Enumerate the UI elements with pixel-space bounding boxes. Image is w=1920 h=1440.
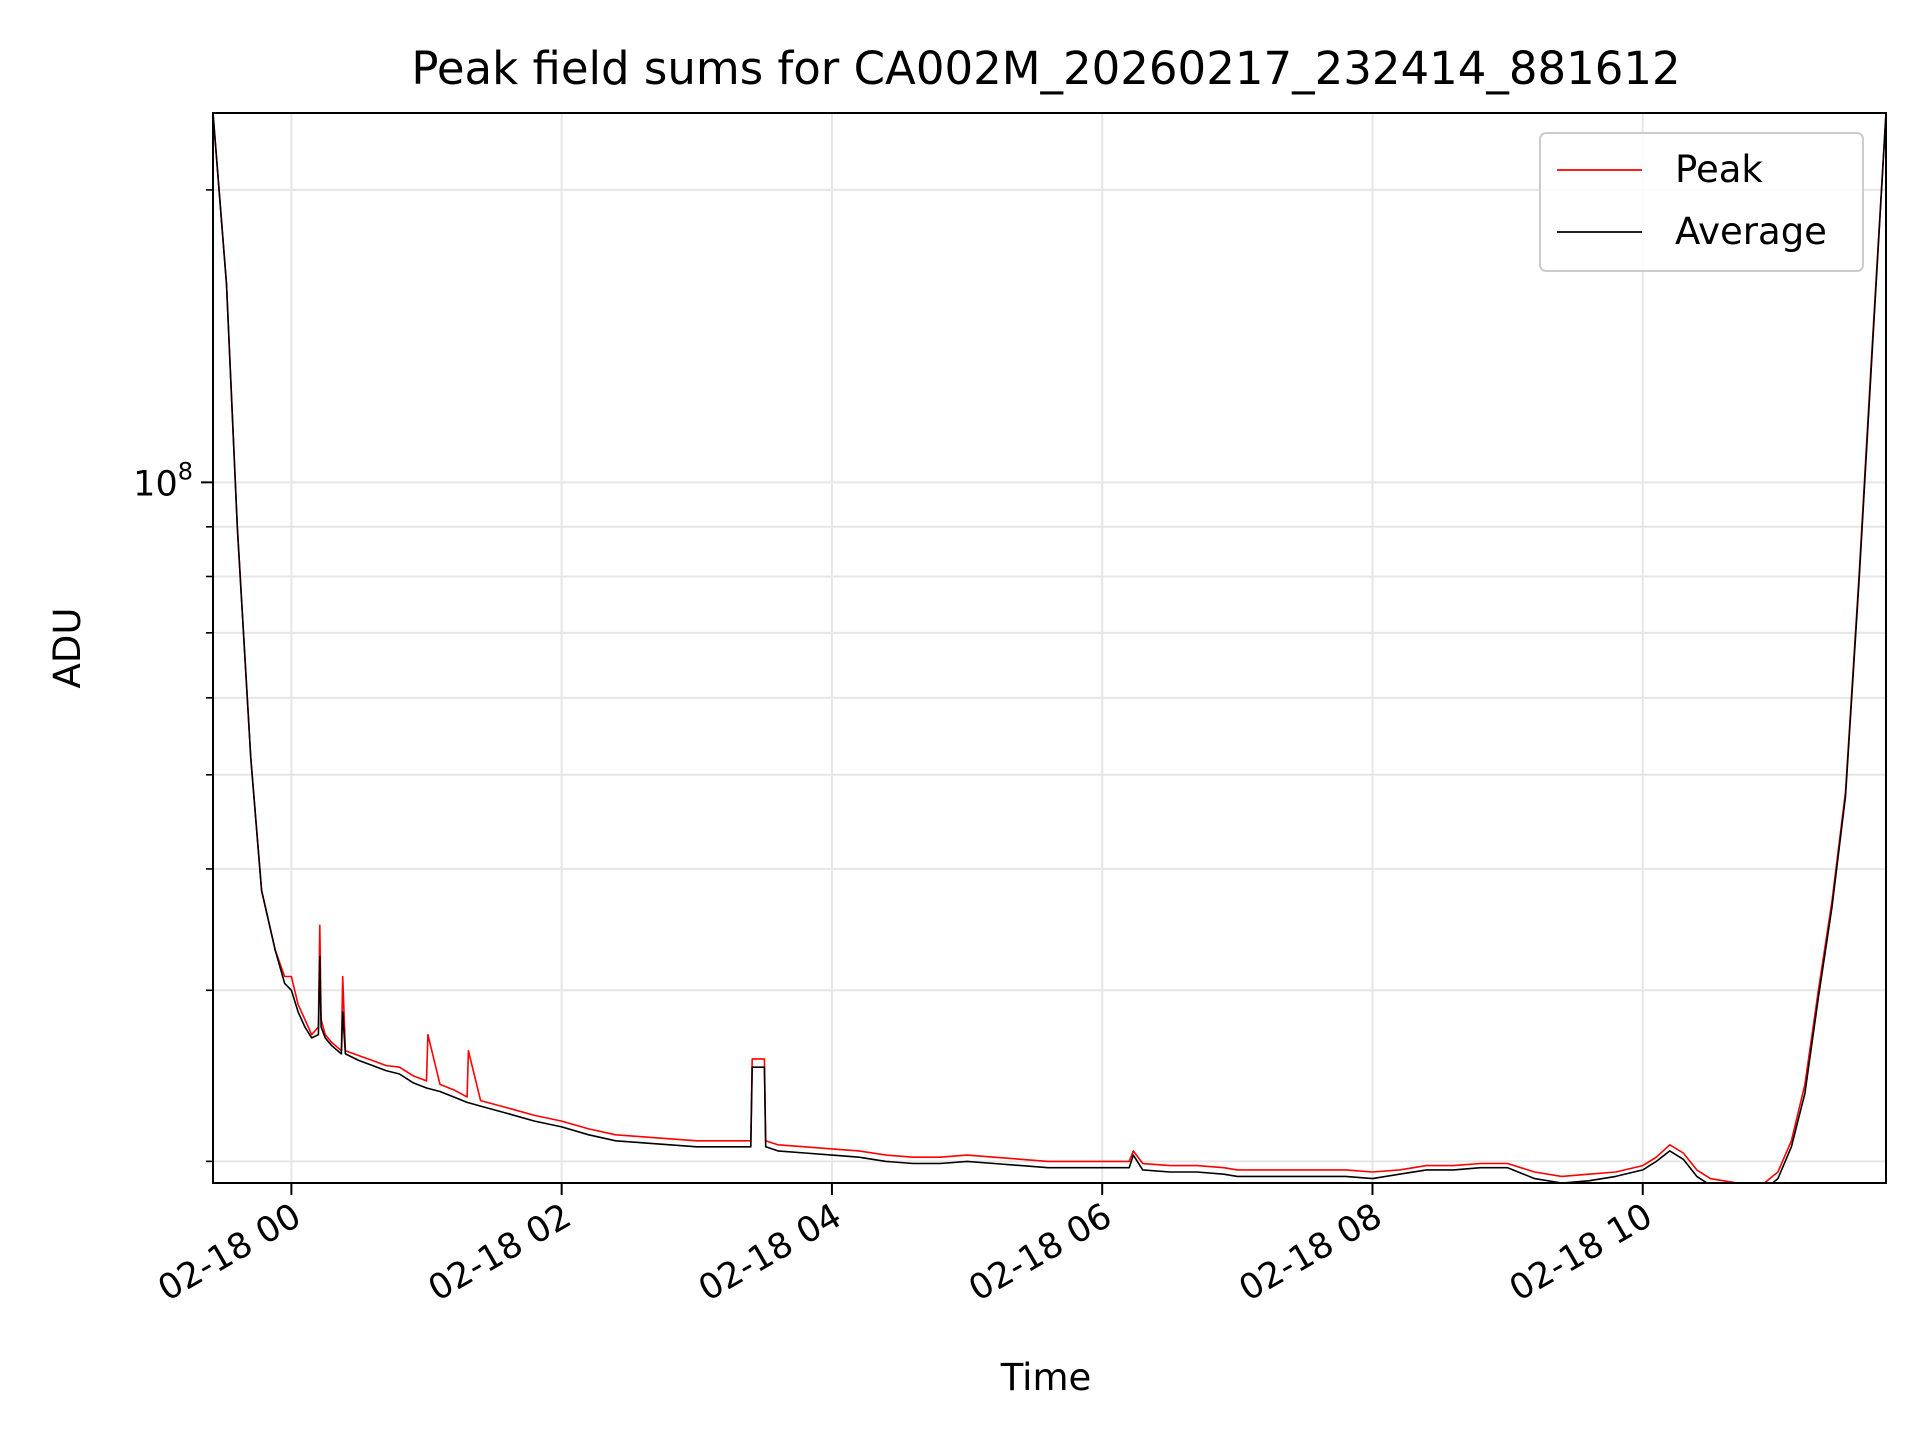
legend-peak-label: Peak: [1675, 148, 1763, 191]
plot-frame: [212, 112, 1887, 1184]
grid-lines: [213, 113, 1886, 1183]
x-axis-label: Time: [1000, 1356, 1092, 1399]
y-tick-label: 108: [133, 457, 193, 504]
legend-average-label: Average: [1675, 210, 1827, 253]
average-series-line: [213, 113, 1886, 1183]
series-lines: [213, 113, 1886, 1183]
legend-box: [1539, 132, 1864, 272]
y-axis-label: ADU: [46, 608, 89, 689]
chart-title: Peak field sums for CA002M_20260217_2324…: [411, 42, 1680, 95]
legend: Peak Average: [1539, 132, 1864, 272]
